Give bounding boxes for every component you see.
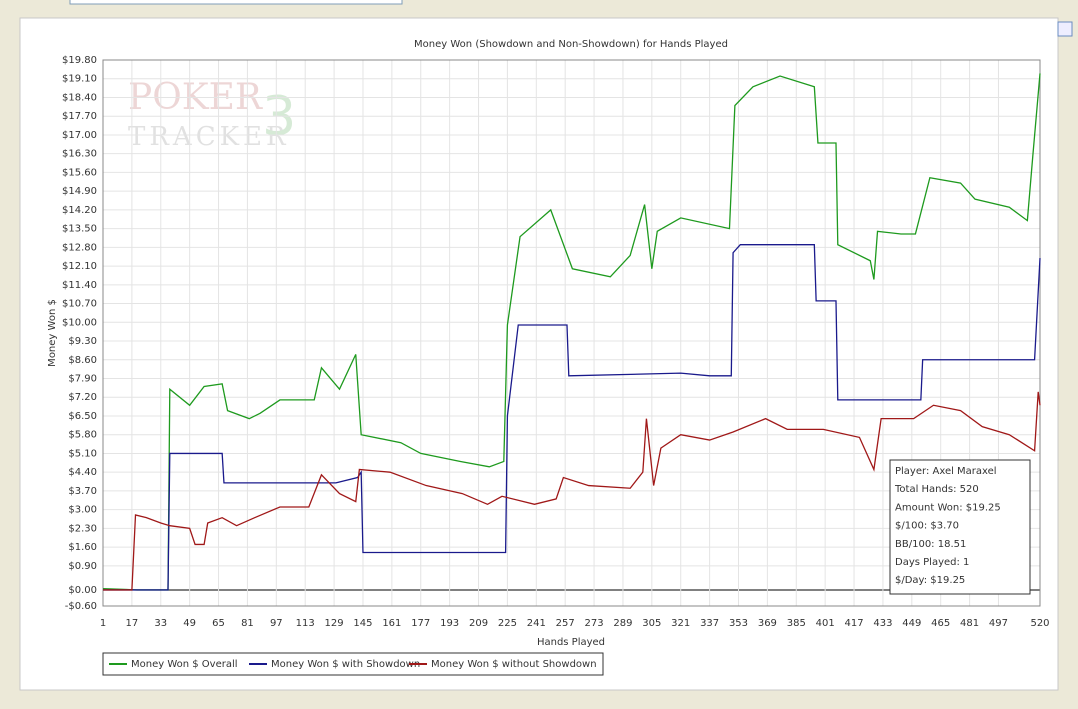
x-tick-label: 321 bbox=[671, 618, 690, 629]
series-line bbox=[102, 73, 1041, 591]
y-tick-label: $0.00 bbox=[68, 585, 97, 596]
y-tick-label: $17.00 bbox=[62, 130, 97, 141]
y-tick-label: $3.00 bbox=[68, 505, 97, 516]
info-text: $/Day: $19.25 bbox=[895, 575, 965, 586]
x-tick-label: 465 bbox=[931, 618, 950, 629]
x-tick-label: 33 bbox=[154, 618, 167, 629]
series-line bbox=[103, 391, 1041, 591]
y-tick-label: $18.40 bbox=[62, 92, 97, 103]
legend-label: Money Won $ with Showdown bbox=[271, 659, 420, 670]
x-tick-label: 209 bbox=[469, 618, 488, 629]
y-tick-label: $10.70 bbox=[62, 299, 97, 310]
legend-box bbox=[102, 652, 604, 676]
x-tick-label: 225 bbox=[498, 618, 517, 629]
y-tick-label: $10.00 bbox=[62, 317, 97, 328]
x-tick-label: 257 bbox=[556, 618, 575, 629]
y-tick-label: $7.90 bbox=[68, 374, 97, 385]
x-tick-label: 241 bbox=[527, 618, 546, 629]
y-tick-label: $12.10 bbox=[62, 261, 97, 272]
y-tick-label: $3.70 bbox=[68, 486, 97, 497]
info-text: Days Played: 1 bbox=[895, 557, 969, 568]
info-text: BB/100: 18.51 bbox=[895, 539, 966, 550]
top-input[interactable] bbox=[69, 0, 403, 5]
x-axis-label: Hands Played bbox=[537, 637, 605, 648]
x-tick-label: 17 bbox=[126, 618, 139, 629]
watermark: POKER TRACKER 3 bbox=[128, 77, 296, 152]
x-tick-label: 97 bbox=[270, 618, 283, 629]
x-tick-label: 481 bbox=[960, 618, 979, 629]
y-tick-label: $17.70 bbox=[62, 111, 97, 122]
y-tick-label: $0.90 bbox=[68, 561, 97, 572]
x-tick-label: 433 bbox=[873, 618, 892, 629]
plot-frame bbox=[102, 59, 1041, 607]
x-tick-label: 161 bbox=[382, 618, 401, 629]
legend-label: Money Won $ Overall bbox=[131, 659, 238, 670]
info-text: $/100: $3.70 bbox=[895, 521, 959, 532]
x-tick-label: 273 bbox=[585, 618, 604, 629]
y-tick-label: $12.80 bbox=[62, 242, 97, 253]
x-tick-label: 385 bbox=[787, 618, 806, 629]
y-tick-label: $5.10 bbox=[68, 448, 97, 459]
info-box bbox=[889, 459, 1031, 595]
y-tick-label: $19.80 bbox=[62, 55, 97, 66]
x-tick-label: 81 bbox=[241, 618, 254, 629]
x-tick-label: 417 bbox=[844, 618, 863, 629]
chart-title: Money Won (Showdown and Non-Showdown) fo… bbox=[414, 39, 728, 50]
y-tick-label: $14.90 bbox=[62, 186, 97, 197]
x-tick-label: 177 bbox=[411, 618, 430, 629]
y-tick-label: $9.30 bbox=[68, 336, 97, 347]
x-tick-label: 1 bbox=[100, 618, 106, 629]
x-tick-label: 401 bbox=[816, 618, 835, 629]
y-tick-label: $11.40 bbox=[62, 280, 97, 291]
series-line bbox=[103, 244, 1041, 591]
panel bbox=[19, 17, 1059, 691]
y-tick-label: $16.30 bbox=[62, 149, 97, 160]
y-tick-label: $13.50 bbox=[62, 224, 97, 235]
x-tick-label: 337 bbox=[700, 618, 719, 629]
legend-label: Money Won $ without Showdown bbox=[431, 659, 597, 670]
x-tick-label: 49 bbox=[183, 618, 196, 629]
x-tick-label: 353 bbox=[729, 618, 748, 629]
x-tick-label: 113 bbox=[296, 618, 315, 629]
y-tick-label: $4.40 bbox=[68, 467, 97, 478]
x-tick-label: 193 bbox=[440, 618, 459, 629]
x-tick-label: 497 bbox=[989, 618, 1008, 629]
y-tick-label: $2.30 bbox=[68, 523, 97, 534]
x-tick-label: 129 bbox=[325, 618, 344, 629]
info-text: Player: Axel Maraxel bbox=[895, 466, 997, 477]
y-tick-label: -$0.60 bbox=[65, 601, 97, 612]
x-tick-label: 145 bbox=[353, 618, 372, 629]
x-tick-label: 369 bbox=[758, 618, 777, 629]
x-tick-label: 65 bbox=[212, 618, 225, 629]
x-tick-label: 520 bbox=[1030, 618, 1049, 629]
x-tick-label: 289 bbox=[613, 618, 632, 629]
x-tick-label: 449 bbox=[902, 618, 921, 629]
y-tick-label: $7.20 bbox=[68, 392, 97, 403]
info-text: Total Hands: 520 bbox=[894, 484, 979, 495]
y-tick-label: $14.20 bbox=[62, 205, 97, 216]
y-tick-label: $1.60 bbox=[68, 542, 97, 553]
y-tick-label: $5.80 bbox=[68, 430, 97, 441]
watermark-text: TRACKER bbox=[128, 122, 290, 152]
maximize-button[interactable] bbox=[1057, 21, 1073, 37]
y-axis-label: Money Won $ bbox=[47, 299, 58, 367]
x-tick-label: 305 bbox=[642, 618, 661, 629]
info-text: Amount Won: $19.25 bbox=[895, 502, 1001, 513]
y-tick-label: $19.10 bbox=[62, 74, 97, 85]
y-tick-label: $6.50 bbox=[68, 411, 97, 422]
y-tick-label: $15.60 bbox=[62, 167, 97, 178]
y-tick-label: $8.60 bbox=[68, 355, 97, 366]
